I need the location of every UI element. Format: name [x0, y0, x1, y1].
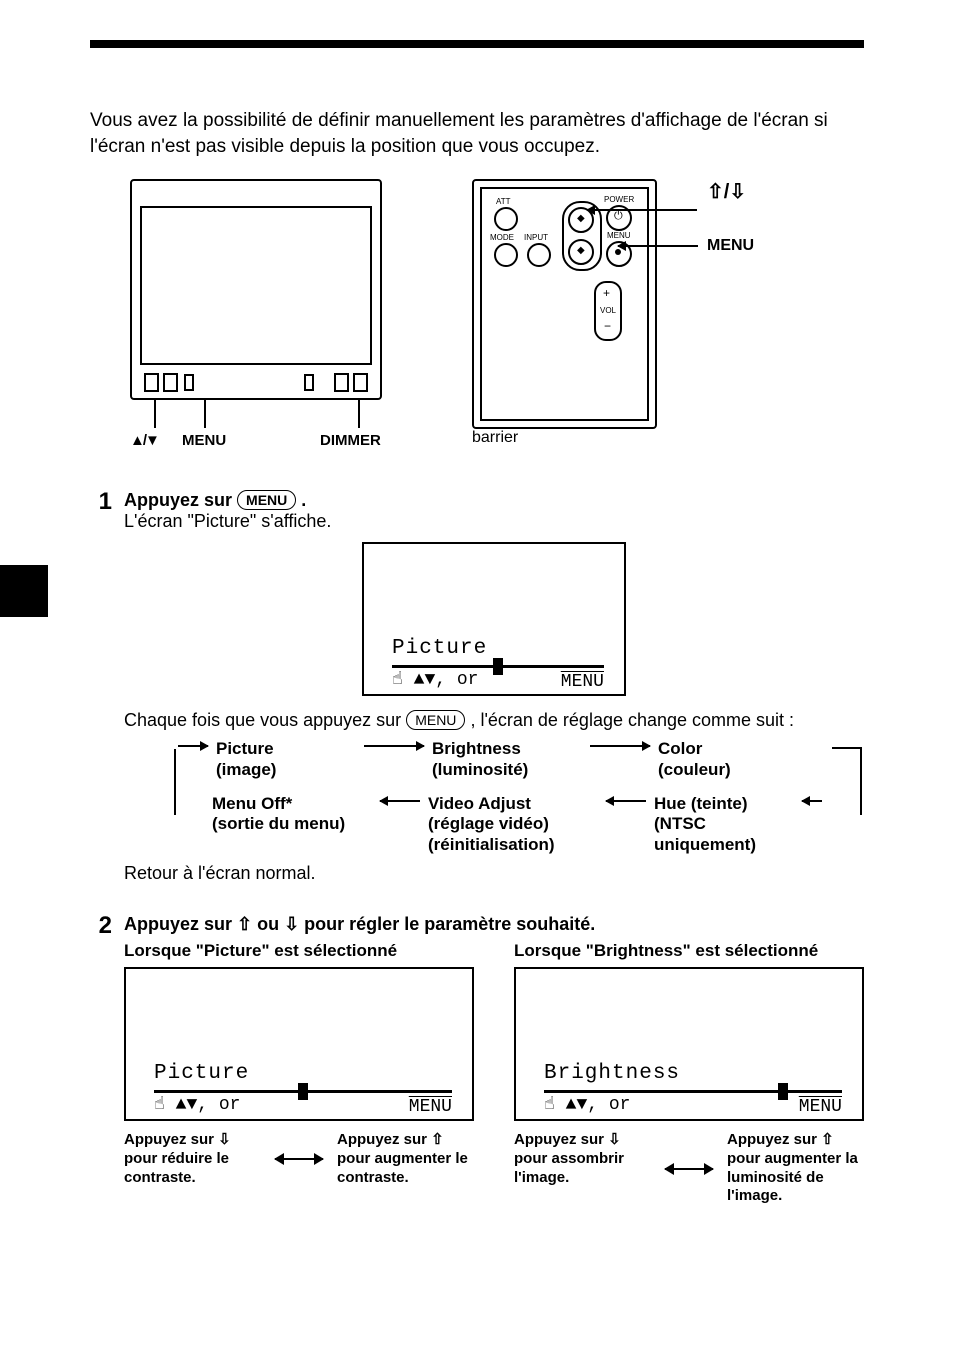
remote-body: ATT MODE INPUT ◆ ◆ POWER ⏻ MENU [472, 179, 657, 429]
monitor-dimmer-label: DIMMER [320, 432, 381, 449]
step-1-head: Appuyez sur MENU . [124, 490, 864, 511]
remote-mode-btn [494, 243, 518, 267]
osd3-title: Brightness [544, 1062, 680, 1085]
monitor-menu-label: MENU [182, 432, 226, 449]
remote-arrow-pointer-2 [618, 245, 698, 247]
step2-right: Lorsque "Brightness" est sélectionné Bri… [514, 941, 864, 1206]
monitor-diagram: ▲/▼ MENU DIMMER [130, 179, 382, 460]
remote-arrow-pointer-1 [587, 209, 697, 211]
remote-att-btn [494, 207, 518, 231]
step2-left-title: Lorsque "Picture" est sélectionné [124, 941, 474, 961]
page: Vous avez la possibilité de définir manu… [0, 0, 954, 1266]
osd2-hint-menu: MENU [409, 1097, 452, 1117]
step1-head-pre: Appuyez sur [124, 490, 237, 510]
osd-hint-menu: MENU [561, 672, 604, 692]
flow-connector-right [860, 749, 862, 815]
dbl-arrow-icon-2 [665, 1168, 713, 1170]
osd-brightness: Brightness ☝ ▲▼, or MENU [514, 967, 864, 1121]
step2-left-hint-up: Appuyez sur ⇧ pour augmenter le contrast… [337, 1131, 474, 1187]
flow-brightness-sub: (luminosité) [432, 760, 582, 780]
flow-video-sub2: (réinitialisation) [428, 835, 598, 855]
monitor-button-row [140, 373, 372, 392]
monitor-labels: ▲/▼ MENU DIMMER [130, 400, 382, 460]
monitor-btn-1 [144, 373, 159, 392]
menu-flow: Picture (image) Brightness (luminosité) … [174, 739, 854, 855]
remote-power-label: POWER [604, 195, 634, 204]
flow-off: Menu Off* [212, 794, 372, 814]
step1-head-post: . [301, 490, 306, 510]
remote-att-label: ATT [496, 197, 511, 206]
remote-input-label: INPUT [524, 233, 548, 242]
intro-text: Vous avez la possibilité de définir manu… [90, 108, 864, 159]
flow-connector-left [174, 749, 176, 815]
monitor-arrows-label: ▲/▼ [130, 432, 158, 449]
diagrams-row: ▲/▼ MENU DIMMER ATT MODE INPUT ◆ [130, 179, 864, 460]
step1-mid-pre: Chaque fois que vous appuyez sur [124, 710, 406, 730]
osd-picture-1: Picture ☝ ▲▼, or MENU [362, 542, 626, 696]
side-tab [0, 565, 48, 617]
step1-note: Retour à l'écran normal. [124, 863, 864, 884]
remote-vol-label: VOL [600, 306, 616, 315]
monitor-btn-5 [334, 373, 349, 392]
step-2-head: Appuyez sur ⇧ ou ⇩ pour régler le paramè… [124, 914, 864, 935]
menu-button-inline: MENU [237, 490, 296, 510]
step2-right-title: Lorsque "Brightness" est sélectionné [514, 941, 864, 961]
flow-brightness: Brightness [432, 739, 582, 759]
flow-hue: Hue (teinte) [654, 794, 794, 814]
monitor-btn-2 [163, 373, 178, 392]
flow-video-sub1: (réglage vidéo) [428, 814, 598, 834]
osd3-hint-menu: MENU [799, 1097, 842, 1117]
flow-row-2: Menu Off* (sortie du menu) Video Adjust … [174, 794, 854, 855]
flow-picture: Picture [216, 739, 356, 759]
step-1-number: 1 [90, 490, 112, 884]
step2-dual: Lorsque "Picture" est sélectionné Pictur… [124, 941, 864, 1206]
step2-left-hint-down: Appuyez sur ⇩ pour réduire le contraste. [124, 1131, 261, 1187]
osd-picture-2: Picture ☝ ▲▼, or MENU [124, 967, 474, 1121]
step2-right-hints: Appuyez sur ⇩ pour assombrir l'image. Ap… [514, 1131, 864, 1206]
step2-left: Lorsque "Picture" est sélectionné Pictur… [124, 941, 474, 1206]
step-1: 1 Appuyez sur MENU . L'écran "Picture" s… [90, 490, 864, 884]
step-2: 2 Appuyez sur ⇧ ou ⇩ pour régler le para… [90, 914, 864, 1206]
flow-row-1: Picture (image) Brightness (luminosité) … [174, 739, 854, 780]
step1-sub: L'écran "Picture" s'affiche. [124, 511, 864, 532]
step-2-number: 2 [90, 914, 112, 1206]
osd-title: Picture [392, 637, 487, 660]
remote-mode-label: MODE [490, 233, 514, 242]
osd-hint: ☝ ▲▼, or [392, 668, 478, 690]
flow-color: Color [658, 739, 778, 759]
flow-color-sub: (couleur) [658, 760, 778, 780]
osd2-title: Picture [154, 1062, 249, 1085]
step1-mid-post: , l'écran de réglage change comme suit : [470, 710, 794, 730]
remote-menu-label: MENU [607, 231, 631, 240]
monitor-body [130, 179, 382, 400]
remote-arrows-icon: ⇧/⇩ [707, 181, 746, 203]
monitor-screen [140, 206, 372, 365]
remote-diagram: ATT MODE INPUT ◆ ◆ POWER ⏻ MENU [472, 179, 812, 447]
menu-button-inline-2: MENU [406, 710, 465, 730]
step2-left-hints: Appuyez sur ⇩ pour réduire le contraste.… [124, 1131, 474, 1187]
monitor-btn-6 [353, 373, 368, 392]
monitor-btn-3 [184, 374, 194, 391]
osd2-hint: ☝ ▲▼, or [154, 1093, 240, 1115]
step1-mid: Chaque fois que vous appuyez sur MENU , … [124, 710, 864, 731]
remote-inner: ATT MODE INPUT ◆ ◆ POWER ⏻ MENU [480, 187, 649, 421]
flow-picture-sub: (image) [216, 760, 356, 780]
dbl-arrow-icon [275, 1158, 323, 1160]
remote-menu-text: MENU [707, 237, 754, 255]
flow-connector-top-r [832, 747, 862, 749]
remote-input-btn [527, 243, 551, 267]
monitor-btn-4 [304, 374, 314, 391]
flow-hue-sub2: uniquement) [654, 835, 794, 855]
step2-right-hint-up: Appuyez sur ⇧ pour augmenter la luminosi… [727, 1131, 864, 1206]
top-rule [90, 40, 864, 48]
osd3-hint: ☝ ▲▼, or [544, 1093, 630, 1115]
flow-hue-sub1: (NTSC [654, 814, 794, 834]
step2-right-hint-down: Appuyez sur ⇩ pour assombrir l'image. [514, 1131, 651, 1206]
flow-off-sub: (sortie du menu) [212, 814, 372, 834]
flow-video: Video Adjust [428, 794, 598, 814]
